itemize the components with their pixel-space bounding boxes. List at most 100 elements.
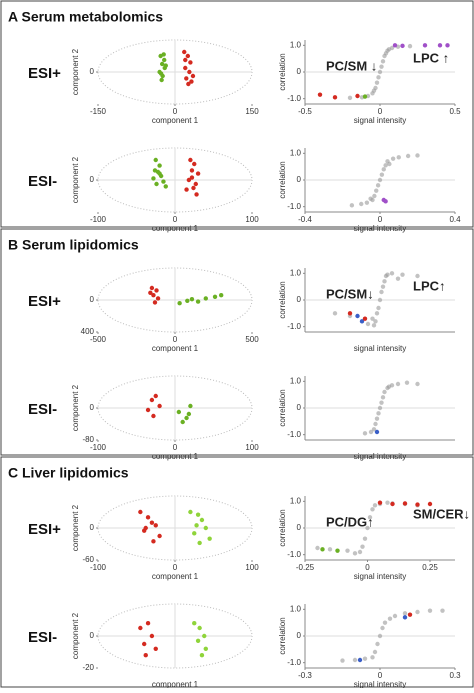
y-tick-label: 0 [297,631,302,640]
point [157,403,162,409]
point [383,51,389,56]
point [142,641,147,647]
point [374,188,379,193]
point [193,181,198,187]
point [195,171,201,176]
y-tick-label: -1.0 [287,430,301,439]
point [189,79,194,84]
point [183,65,188,71]
row-label: ESI- [28,401,57,418]
point [374,416,380,421]
section-frame [0,456,474,688]
x-tick-label: 0.25 [422,563,438,572]
x-tick-label: -0.3 [298,671,312,680]
x-tick-label: 0 [173,443,178,452]
point [332,95,338,100]
point [379,172,385,177]
x-tick-label: 0 [173,107,178,116]
point [377,405,383,411]
point [187,69,192,75]
point [184,187,189,192]
point [362,431,368,436]
point [158,71,164,76]
point [189,168,195,173]
point [157,163,162,168]
point [415,273,420,279]
y-tick-label: 0 [90,295,95,304]
point [186,177,192,183]
point [400,272,405,277]
point [157,533,162,539]
section-title: A Serum metabolomics [8,9,163,25]
x-tick-label: 150 [245,107,259,116]
point [380,59,386,64]
y-axis-label: correlation [278,509,287,546]
point [153,157,158,163]
point [402,501,408,506]
y-tick-label: 0 [297,67,302,76]
x-tick-label: 0 [173,563,178,572]
point [415,609,420,615]
y-axis-label: correlation [278,53,287,90]
point [138,625,143,631]
y-tick-label: 0 [90,523,95,532]
point [415,502,420,507]
point [149,397,155,403]
point [195,299,201,304]
point [194,192,199,197]
point [404,380,410,385]
point [195,638,201,643]
point [402,615,408,620]
point [185,53,191,59]
point [203,646,208,651]
annotation: LPC ↑ [413,51,449,66]
point [203,296,208,301]
y-tick-label: -1.0 [287,658,301,667]
point [212,294,218,299]
section-title: C Liver lipidomics [8,465,129,481]
point [389,271,395,276]
point [380,284,386,289]
point [163,184,168,189]
point [189,297,195,302]
point [154,181,159,187]
point [186,411,192,417]
y-axis-label: correlation [278,617,287,654]
point [182,49,187,55]
point [362,94,368,99]
row-label: ESI+ [28,293,61,310]
point [387,616,393,621]
x-tick-label: -0.25 [296,563,315,572]
point [138,509,143,515]
point [379,289,384,295]
y-tick-label: 0 [90,67,95,76]
point [362,536,368,541]
point [390,156,396,161]
point [180,419,185,425]
y-tick-label: 1.0 [290,376,302,385]
x-tick-label: -0.5 [298,107,312,116]
point [197,625,202,631]
x-tick-label: 0 [378,671,383,680]
point [362,316,368,321]
y-tick-label: -1.0 [287,550,301,559]
section-frame [0,0,474,228]
point [352,657,358,663]
point [151,176,156,181]
x-axis-label: signal intensity [354,116,406,125]
point [382,389,387,395]
point [374,311,380,316]
x-tick-label: 0.5 [449,107,461,116]
y-tick-label: -1.0 [287,94,301,103]
point [151,539,156,544]
point [194,523,199,528]
y-tick-label: 1.0 [290,268,302,277]
y-tick-label: 0 [297,175,302,184]
point [372,503,378,508]
point [371,427,377,432]
y-tick-label: -80 [82,435,94,444]
y-tick-label: 1.0 [290,496,302,505]
point [368,429,374,435]
point [386,47,392,52]
point [371,88,377,93]
